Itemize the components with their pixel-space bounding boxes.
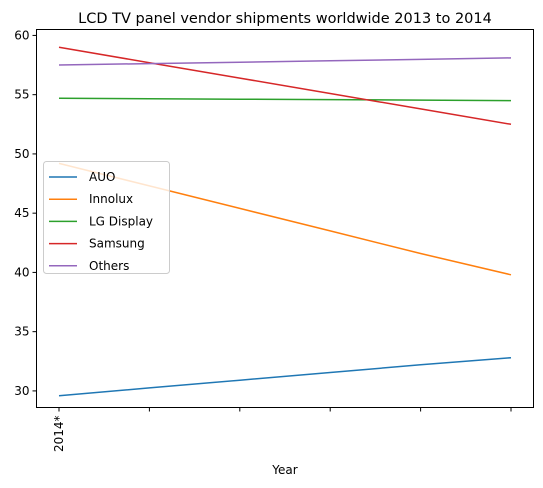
y-tick-label: 35 bbox=[14, 325, 29, 339]
legend-label: Samsung bbox=[89, 237, 145, 251]
y-tick-label: 45 bbox=[14, 206, 29, 220]
x-axis-label: Year bbox=[271, 463, 297, 477]
y-tick-label: 60 bbox=[14, 28, 29, 42]
y-tick-label: 55 bbox=[14, 88, 29, 102]
plot-frame bbox=[36, 29, 534, 408]
legend-box bbox=[43, 161, 170, 274]
y-tick-label: 30 bbox=[14, 384, 29, 398]
series-line-auo bbox=[58, 356, 512, 397]
legend-label: Others bbox=[89, 259, 129, 273]
legend-label: AUO bbox=[89, 170, 115, 184]
y-tick-label: 40 bbox=[14, 265, 29, 279]
series-line-others bbox=[58, 57, 512, 66]
y-tick-label: 50 bbox=[14, 147, 29, 161]
x-axis: 2014* bbox=[52, 407, 512, 453]
legend-label: LG Display bbox=[89, 214, 153, 228]
series-line-samsung bbox=[58, 46, 512, 126]
legend-label: Innolux bbox=[89, 192, 133, 206]
series-line-lg-display bbox=[58, 97, 512, 102]
legend: AUO Innolux LG Display Samsung Others bbox=[43, 161, 170, 274]
chart-title: LCD TV panel vendor shipments worldwide … bbox=[78, 11, 492, 27]
x-tick-label: 2014* bbox=[52, 416, 66, 453]
y-axis: 30 35 40 45 50 55 60 bbox=[14, 28, 37, 398]
